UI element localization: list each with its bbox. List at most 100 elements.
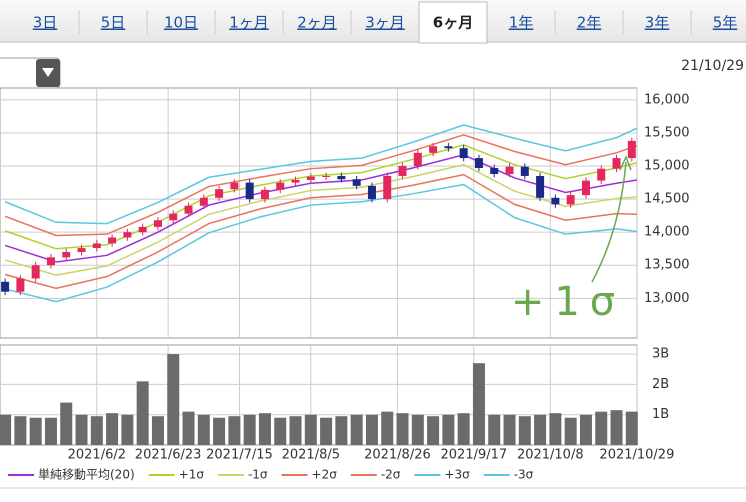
tab[interactable]: 3日 <box>33 14 58 32</box>
candle-body <box>383 175 392 200</box>
candle-body <box>490 168 499 174</box>
candle-body <box>352 179 361 186</box>
volume-bar <box>320 417 333 445</box>
candle-body <box>108 237 117 244</box>
candle-body <box>444 146 453 149</box>
candle-body <box>276 182 285 190</box>
annotation: +1σ <box>511 279 625 325</box>
volume-bar <box>472 363 485 445</box>
candle-body <box>581 180 590 196</box>
volume-bar <box>258 413 271 445</box>
volume-bar <box>274 417 287 445</box>
legend-label: 単純移動平均(20) <box>38 468 135 482</box>
candle-body <box>215 189 224 198</box>
candle-body <box>413 152 422 167</box>
candle-body <box>597 168 606 181</box>
volume-bar <box>595 411 608 445</box>
volume-bar <box>14 416 27 445</box>
volume-bar <box>90 416 103 445</box>
tab[interactable]: 3年 <box>645 14 670 32</box>
y-tick-label: 3B <box>652 347 669 362</box>
volume-bar <box>625 411 638 445</box>
candle-body <box>322 175 331 177</box>
candle-body <box>291 179 300 183</box>
candle-body <box>306 176 315 180</box>
volume-bar <box>304 414 317 445</box>
band-line <box>4 154 638 263</box>
volume-bar <box>0 414 12 445</box>
candle-body <box>627 140 636 159</box>
candle-body <box>169 213 178 221</box>
candle-body <box>199 197 208 206</box>
x-tick-label: 2021/8/26 <box>364 448 431 463</box>
volume-bar <box>503 414 516 445</box>
candle-body <box>138 226 147 233</box>
candle-body <box>153 220 162 227</box>
volume-bar <box>228 416 241 445</box>
y-tick-label: 15,500 <box>644 125 690 140</box>
volume-bar <box>44 417 57 445</box>
candle-body <box>459 148 468 159</box>
volume-bar <box>365 414 378 445</box>
volume-bar <box>350 414 363 445</box>
candle-body <box>46 257 55 266</box>
tab[interactable]: 5日 <box>101 14 126 32</box>
band-line <box>4 173 637 290</box>
candle-body <box>367 185 376 200</box>
volume-bar <box>182 411 195 445</box>
tab-selected-bg <box>418 1 488 44</box>
y-tick-label: 1B <box>652 407 669 422</box>
volume-bar <box>442 414 455 445</box>
legend-label: -2σ <box>381 468 401 482</box>
tab[interactable]: 2年 <box>577 14 602 32</box>
legend-label: +3σ <box>444 468 470 482</box>
volume-bar <box>427 416 440 445</box>
volume-bar <box>534 414 547 445</box>
band-line <box>4 134 638 237</box>
legend-label: +1σ <box>179 468 205 482</box>
volume-bar <box>488 414 501 445</box>
tab[interactable]: 6ヶ月 <box>433 14 473 32</box>
candle-body <box>474 158 483 169</box>
y-tick-label: 13,000 <box>644 291 690 306</box>
x-tick-label: 2021/6/23 <box>135 448 202 463</box>
volume-bar <box>381 411 394 445</box>
candle-body <box>77 248 86 253</box>
y-tick-label: 13,500 <box>644 258 690 273</box>
candle-body <box>184 205 193 214</box>
volume-bar <box>396 413 409 445</box>
band-line <box>4 124 638 225</box>
volume-bar <box>610 410 623 445</box>
legend-label: +2σ <box>312 468 338 482</box>
x-tick-label: 2021/6/2 <box>68 448 126 463</box>
candle-body <box>505 166 514 174</box>
volume-bar <box>136 381 149 445</box>
y-tick-label: 15,000 <box>644 159 690 174</box>
candle-body <box>1 281 10 292</box>
y-tick-label: 16,000 <box>644 92 690 107</box>
candle-body <box>62 252 71 258</box>
tab[interactable]: 3ヶ月 <box>365 14 405 32</box>
candle-body <box>92 243 101 249</box>
tab[interactable]: 2ヶ月 <box>297 14 337 32</box>
candle-body <box>612 158 621 169</box>
tab[interactable]: 5年 <box>713 14 738 32</box>
candle-body <box>398 166 407 176</box>
tab[interactable]: 1年 <box>509 14 534 32</box>
volume-bar <box>289 416 302 445</box>
x-tick-label: 2021/9/17 <box>441 448 508 463</box>
candle-body <box>536 175 545 198</box>
volume-bar <box>457 413 470 445</box>
volume-bar <box>518 416 531 445</box>
dropdown-arrow <box>42 68 54 77</box>
tab[interactable]: 10日 <box>164 14 198 32</box>
volume-bar <box>60 402 73 445</box>
candle-body <box>31 265 40 279</box>
volume-bar <box>411 414 424 445</box>
candle-body <box>551 197 560 205</box>
legend-label: -3σ <box>514 468 534 482</box>
tab[interactable]: 1ヶ月 <box>229 14 269 32</box>
volume-bar <box>151 416 164 445</box>
volume-bar <box>121 414 134 445</box>
